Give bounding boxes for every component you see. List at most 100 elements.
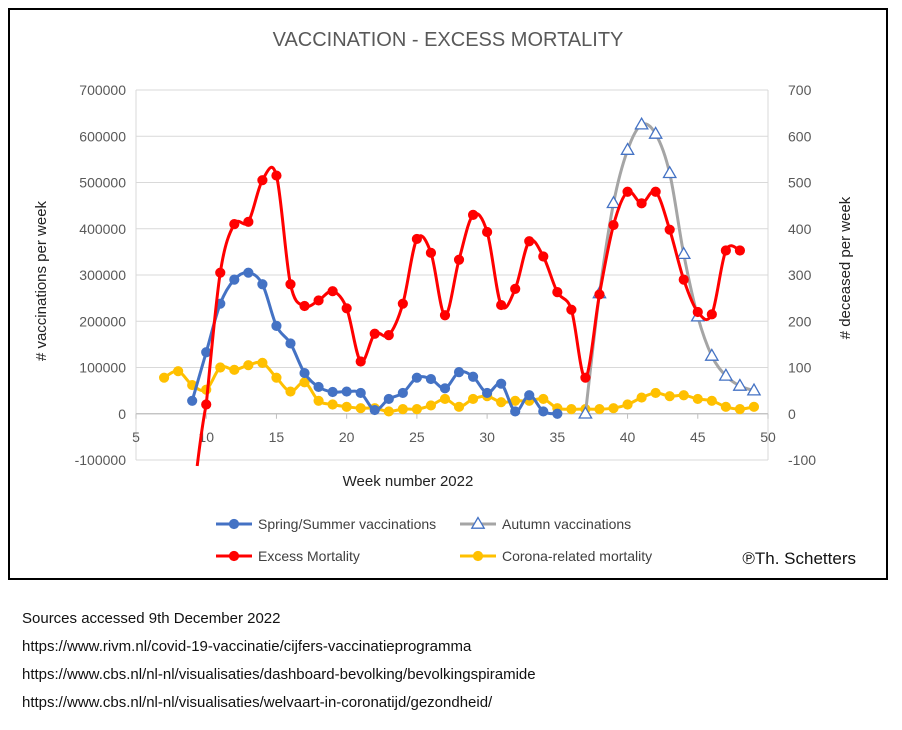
data-point bbox=[425, 400, 437, 411]
data-point bbox=[748, 401, 760, 412]
data-point bbox=[243, 267, 254, 278]
data-point bbox=[383, 406, 394, 417]
data-point bbox=[383, 393, 394, 405]
data-point bbox=[228, 518, 240, 530]
data-point bbox=[313, 295, 324, 306]
data-point bbox=[341, 386, 352, 397]
data-point bbox=[397, 387, 408, 399]
data-point bbox=[327, 399, 338, 410]
data-point bbox=[228, 550, 240, 562]
credit-text: ℗Th. Schetters bbox=[742, 549, 856, 568]
series-layer bbox=[158, 116, 762, 467]
data-point bbox=[439, 310, 451, 321]
data-point bbox=[187, 395, 198, 406]
data-point bbox=[734, 245, 746, 256]
data-point bbox=[243, 360, 254, 371]
data-point bbox=[271, 170, 282, 181]
x-tick-label: 45 bbox=[690, 429, 706, 445]
data-point bbox=[201, 347, 212, 358]
data-point bbox=[538, 393, 549, 405]
data-point bbox=[355, 387, 366, 399]
x-tick-label: 25 bbox=[409, 429, 425, 445]
source-link[interactable]: https://www.rivm.nl/covid-19-vaccinatie/… bbox=[22, 638, 472, 655]
data-point bbox=[566, 404, 577, 415]
chart-frame bbox=[8, 8, 888, 580]
data-point bbox=[425, 247, 437, 258]
series-spring-summer-vaccinations bbox=[187, 267, 563, 419]
y-tick-label-left: 500000 bbox=[79, 175, 126, 191]
data-point bbox=[327, 386, 338, 398]
y-tick-label-left: 700000 bbox=[79, 82, 126, 98]
axes bbox=[135, 413, 769, 419]
data-point bbox=[496, 397, 507, 408]
y-tick-label-left: 300000 bbox=[79, 267, 126, 283]
data-point bbox=[580, 372, 591, 383]
data-point bbox=[467, 393, 479, 405]
data-point bbox=[634, 116, 649, 130]
y-tick-label-left: 0 bbox=[118, 406, 126, 422]
legend: Spring/Summer vaccinations Autumn vaccina… bbox=[216, 516, 652, 564]
data-point bbox=[692, 393, 703, 405]
data-point bbox=[496, 378, 507, 389]
data-point bbox=[411, 233, 422, 245]
data-point bbox=[453, 367, 465, 378]
legend-item: Excess Mortality bbox=[216, 548, 360, 564]
data-point bbox=[439, 383, 451, 394]
data-point bbox=[662, 165, 678, 179]
data-point bbox=[299, 367, 310, 379]
data-point bbox=[594, 289, 605, 300]
x-tick-label: 30 bbox=[479, 429, 495, 445]
data-point bbox=[201, 399, 212, 410]
data-point bbox=[594, 404, 605, 415]
y-tick-label-left: 100000 bbox=[79, 360, 126, 376]
data-point bbox=[369, 328, 380, 339]
data-point bbox=[411, 404, 422, 415]
data-point bbox=[215, 362, 226, 373]
data-point bbox=[620, 142, 635, 155]
y-tick-label-right: 500 bbox=[788, 175, 812, 191]
y-tick-label-right: -100 bbox=[788, 452, 816, 468]
data-point bbox=[678, 390, 689, 401]
data-point bbox=[608, 219, 619, 231]
y-tick-label-right: 600 bbox=[788, 128, 812, 144]
data-point bbox=[397, 404, 408, 415]
y-tick-label-left: -100000 bbox=[75, 452, 127, 468]
data-point bbox=[313, 381, 324, 393]
data-point bbox=[158, 372, 170, 383]
y-tick-label-right: 100 bbox=[788, 360, 812, 376]
data-point bbox=[734, 404, 746, 415]
data-point bbox=[327, 286, 338, 297]
source-link[interactable]: https://www.cbs.nl/nl-nl/visualisaties/d… bbox=[22, 666, 536, 683]
data-point bbox=[439, 393, 451, 405]
source-link[interactable]: https://www.cbs.nl/nl-nl/visualisaties/w… bbox=[22, 694, 493, 711]
x-axis-label: Week number 2022 bbox=[343, 473, 474, 490]
data-point bbox=[467, 371, 479, 382]
x-tick-label: 5 bbox=[132, 429, 140, 445]
data-point bbox=[271, 320, 282, 331]
data-point bbox=[732, 378, 748, 391]
data-point bbox=[706, 309, 717, 320]
y-tick-label-right: 300 bbox=[788, 267, 812, 283]
data-point bbox=[676, 246, 692, 260]
data-point bbox=[257, 279, 268, 290]
data-point bbox=[472, 550, 484, 562]
data-point bbox=[369, 404, 380, 416]
data-point bbox=[299, 300, 310, 312]
data-point bbox=[271, 372, 282, 383]
data-point bbox=[482, 226, 493, 238]
data-point bbox=[313, 395, 324, 406]
data-point bbox=[482, 387, 493, 399]
data-point bbox=[524, 236, 535, 247]
legend-label: Spring/Summer vaccinations bbox=[258, 516, 436, 532]
series-excess-mortality bbox=[195, 165, 746, 467]
data-point bbox=[229, 219, 240, 230]
y-tick-label-left: 400000 bbox=[79, 221, 126, 237]
data-point bbox=[552, 408, 563, 419]
data-point bbox=[720, 401, 731, 412]
y-axis-label-left: # vaccinations per week bbox=[33, 200, 50, 361]
data-point bbox=[622, 399, 633, 410]
data-point bbox=[496, 299, 507, 311]
y-tick-label-right: 400 bbox=[788, 221, 812, 237]
data-point bbox=[510, 406, 521, 417]
data-point bbox=[453, 401, 465, 412]
